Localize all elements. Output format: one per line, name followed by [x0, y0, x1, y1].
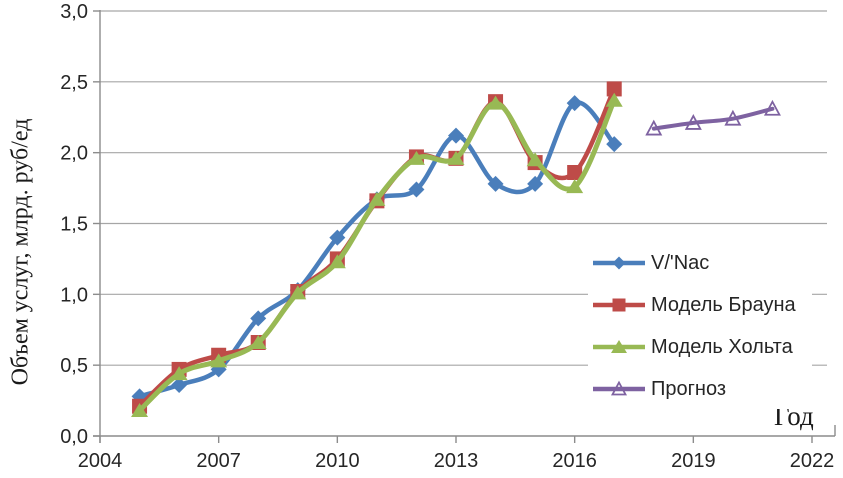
- svg-text:1,0: 1,0: [60, 284, 88, 306]
- svg-text:2,5: 2,5: [60, 72, 88, 94]
- legend-label: V/'Nac: [651, 251, 710, 274]
- svg-text:0,5: 0,5: [60, 355, 88, 377]
- svg-text:0,0: 0,0: [60, 426, 88, 448]
- legend-label: Прогноз: [651, 377, 727, 400]
- svg-text:2019: 2019: [671, 450, 716, 472]
- legend-label: Модель Брауна: [651, 293, 796, 316]
- svg-text:2,0: 2,0: [60, 143, 88, 165]
- legend-item-brown-model: Модель Брауна: [592, 293, 812, 317]
- y-axis-title: Объем услуг, млрд. руб/ед: [7, 118, 34, 386]
- square-marker-icon: [593, 298, 645, 312]
- svg-text:3,0: 3,0: [60, 1, 88, 23]
- svg-text:2013: 2013: [434, 450, 479, 472]
- svg-text:2016: 2016: [552, 450, 597, 472]
- legend: V/'Nac Модель Брауна Модель Хольта Прогн…: [588, 243, 812, 409]
- open-triangle-marker-icon: [593, 380, 645, 396]
- legend-item-forecast: Прогноз: [592, 377, 812, 401]
- legend-item-fact: V/'Nac: [592, 251, 812, 275]
- svg-text:2010: 2010: [315, 450, 360, 472]
- legend-label: Модель Хольта: [651, 335, 793, 358]
- diamond-marker-icon: [593, 256, 645, 270]
- svg-text:1,5: 1,5: [60, 214, 88, 236]
- svg-text:2007: 2007: [196, 450, 241, 472]
- triangle-marker-icon: [593, 340, 645, 353]
- svg-text:2022: 2022: [790, 450, 835, 472]
- legend-item-holt-model: Модель Хольта: [592, 335, 812, 359]
- svg-text:2004: 2004: [78, 450, 123, 472]
